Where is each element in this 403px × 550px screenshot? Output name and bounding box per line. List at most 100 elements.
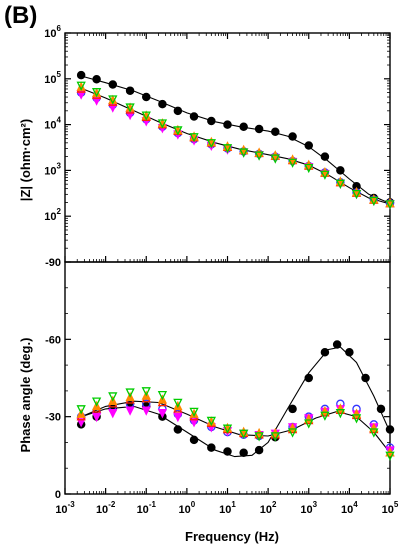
impedance-data-point: [369, 196, 379, 207]
y-tick-label: -90: [45, 257, 61, 269]
phase-data-point: [173, 425, 183, 434]
impedance-data-point: [254, 151, 264, 161]
impedance-data-point: [304, 163, 314, 174]
impedance-data-point: [173, 106, 183, 116]
phase-data-point: [222, 424, 233, 434]
phase-data-point: [287, 428, 298, 438]
impedance-data-point: [76, 70, 86, 80]
impedance-data-point: [351, 189, 362, 200]
phase-data-point: [376, 404, 386, 414]
impedance-data-point: [125, 103, 135, 113]
phase-data-point: [108, 409, 118, 419]
y-tick-label: -60: [45, 334, 61, 346]
phase-data-point: [189, 418, 199, 428]
impedance-data-point: [141, 92, 151, 102]
y-tick-label: 0: [55, 489, 61, 501]
impedance-data-point: [223, 120, 232, 129]
phase-data-point: [207, 443, 216, 452]
phase-data-point: [320, 347, 330, 357]
frequency-x-axis-label: Frequency (Hz): [185, 529, 279, 544]
phase-data-point: [304, 373, 313, 383]
phase-data-point: [189, 408, 199, 418]
phase-data-point: [157, 409, 168, 419]
phase-data-point: [223, 447, 232, 456]
x-tick-label: 104: [341, 500, 358, 516]
impedance-data-point: [288, 132, 297, 141]
impedance-data-point: [125, 86, 135, 95]
phase-data-point: [345, 347, 354, 357]
phase-data-point: [351, 414, 362, 424]
phase-data-point: [254, 432, 264, 442]
impedance-data-point: [254, 124, 264, 134]
impedance-data-point: [206, 139, 216, 149]
phase-data-point: [173, 412, 183, 423]
phase-data-point: [157, 391, 168, 401]
y-tick-label: 103: [44, 161, 61, 177]
phase-data-point: [335, 409, 346, 419]
phase-data-point: [239, 448, 248, 458]
impedance-data-point: [189, 112, 199, 121]
phase-data-point: [206, 416, 216, 427]
phase-data-point: [239, 429, 249, 439]
impedance-data-point: [91, 88, 102, 98]
impedance-data-point: [239, 148, 249, 158]
phase-data-point: [108, 392, 118, 402]
impedance-data-point: [158, 99, 167, 109]
phase-data-point: [76, 405, 86, 415]
impedance-data-point: [385, 200, 395, 210]
x-tick-label: 10-1: [137, 500, 157, 516]
impedance-data-point: [108, 95, 118, 105]
impedance-data-point: [108, 80, 118, 89]
phase-data-point: [76, 418, 86, 428]
y-tick-label: 105: [44, 70, 61, 86]
phase-data-point: [385, 451, 395, 461]
impedance-data-point: [141, 111, 151, 121]
phase-data-point: [91, 412, 102, 423]
impedance-data-point: [304, 141, 313, 150]
y-tick-label: 102: [44, 207, 61, 223]
x-tick-label: 10-3: [55, 500, 75, 516]
x-tick-label: 10-2: [96, 500, 116, 516]
impedance-data-point: [270, 154, 280, 164]
phase-y-axis-label: Phase angle (deg.): [18, 338, 33, 453]
phase-data-point: [385, 425, 395, 434]
phase-data-point: [125, 388, 135, 398]
phase-data-point: [254, 445, 264, 455]
phase-data-point: [320, 411, 330, 421]
impedance-y-axis-label: |Z| (ohm·cm²): [18, 119, 33, 201]
impedance-data-point: [335, 179, 346, 189]
phase-data-point: [91, 397, 102, 407]
phase-data-point: [332, 340, 342, 349]
x-tick-label: 101: [219, 500, 236, 516]
impedance-data-point: [207, 116, 216, 126]
impedance-data-point: [320, 170, 330, 180]
impedance-data-point: [271, 127, 280, 136]
phase-data-point: [189, 435, 199, 445]
x-tick-label: 100: [179, 500, 196, 516]
impedance-data-point: [239, 122, 248, 131]
phase-data-point: [369, 428, 379, 438]
phase-data-point: [270, 432, 280, 442]
impedance-data-point: [336, 166, 345, 175]
impedance-fit-line: [80, 87, 391, 205]
impedance-magnitude-plot: 106 105 104 103 102 -90: [44, 24, 395, 269]
phase-data-point: [141, 406, 151, 416]
phase-data-point: [125, 406, 135, 416]
phase-data-point: [141, 387, 151, 397]
phase-data-point: [173, 398, 183, 409]
phase-data-point: [288, 404, 297, 414]
phase-plot-frame: [64, 261, 391, 495]
panel-label: (B): [4, 2, 38, 29]
phase-data-point: [304, 419, 314, 429]
phase-angle-plot: 0 -30 -60 10-3 10-2 10-1 100 101 102 103 104 105: [45, 261, 399, 516]
impedance-fit-line: [81, 75, 391, 204]
impedance-data-point: [222, 144, 233, 154]
impedance-data-point: [287, 158, 298, 168]
phase-data-point: [361, 373, 370, 383]
impedance-data-point: [76, 81, 86, 91]
impedance-data-point: [320, 152, 330, 161]
impedance-data-point: [92, 74, 101, 84]
x-tick-label: 102: [260, 500, 277, 516]
impedance-data-point: [173, 126, 183, 136]
